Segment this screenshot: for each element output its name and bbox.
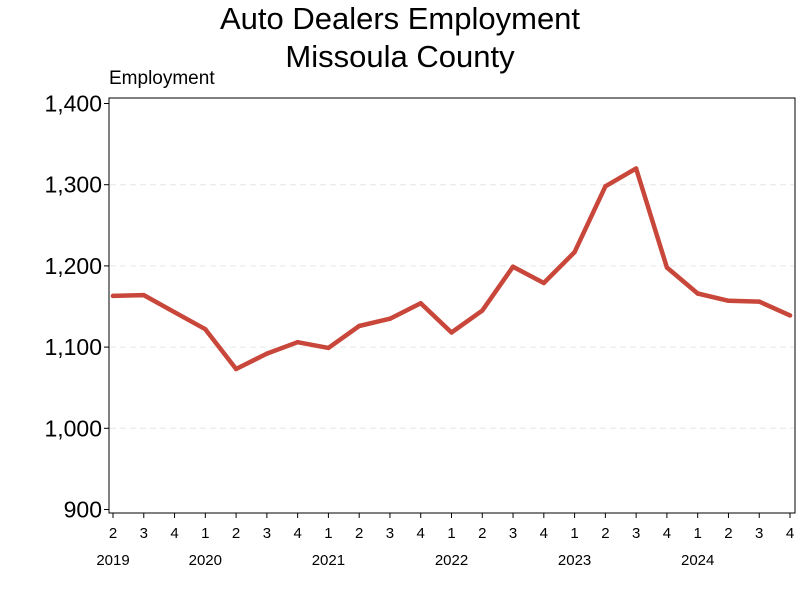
x-tick-label: 3: [509, 525, 517, 542]
x-tick-label: 1: [694, 525, 702, 542]
y-tick-label: 1,000: [44, 415, 102, 441]
axes: [108, 97, 796, 514]
data-point: [726, 298, 731, 304]
data-point: [572, 249, 577, 255]
data-point: [510, 264, 516, 269]
year-labels: 2019 2020 2021 2022 2023 2024: [96, 552, 714, 569]
y-tick-label: 1,100: [44, 334, 102, 360]
series: [110, 166, 793, 372]
gridlines: [110, 184, 794, 429]
data-point: [787, 313, 793, 318]
data-point: [295, 340, 300, 345]
y-tick-label: 1,300: [44, 172, 102, 198]
data-point: [264, 351, 270, 356]
data-point: [141, 292, 146, 298]
x-tick-label: 3: [755, 525, 763, 542]
x-tick-label: 2: [232, 525, 240, 542]
x-tick-label: 3: [632, 525, 640, 542]
x-tick-label: 3: [386, 525, 394, 542]
data-point: [172, 309, 177, 315]
x-tick-label: 2: [478, 525, 486, 542]
y-tick-label: 900: [64, 497, 102, 523]
data-point: [356, 323, 362, 329]
x-tick-label: 1: [447, 525, 455, 542]
year-label: 2019: [96, 552, 129, 569]
y-axis-ticks: 900 1,000 1,100 1,200 1,300 1,400: [44, 91, 109, 523]
data-point: [326, 345, 331, 351]
x-tick-label: 3: [140, 525, 148, 542]
year-label: 2021: [312, 552, 345, 569]
x-tick-label: 1: [570, 525, 578, 542]
data-point: [387, 316, 393, 321]
series-line: [110, 166, 793, 372]
data-point: [203, 327, 208, 332]
x-tick-label: 3: [263, 525, 271, 542]
data-point: [541, 280, 547, 286]
x-tick-label: 4: [786, 525, 794, 542]
data-point: [233, 366, 239, 372]
y-axis-label: Employment: [109, 68, 215, 89]
x-tick-label: 2: [355, 525, 363, 542]
x-tick-label: 4: [663, 525, 671, 542]
x-tick-label: 1: [201, 525, 209, 542]
x-tick-label: 2: [601, 525, 609, 542]
year-label: 2024: [681, 552, 714, 569]
year-label: 2020: [189, 552, 222, 569]
data-point: [110, 293, 116, 299]
x-tick-label: 4: [540, 525, 548, 542]
year-label: 2023: [558, 552, 591, 569]
data-point: [603, 184, 608, 189]
data-point: [695, 291, 700, 296]
x-tick-label: 2: [724, 525, 732, 542]
data-point: [664, 265, 670, 270]
x-tick-label: 2: [109, 525, 117, 542]
x-axis-ticks: 2 3 4 1 2 3 4 1 2 3 4 1 2 3 4 1 2 3 4 1 2 3 4: [109, 513, 794, 542]
y-tick-label: 1,200: [44, 253, 102, 279]
chart-title-line-2: Missoula County: [285, 39, 515, 74]
plot-frame: [108, 97, 796, 514]
x-tick-label: 1: [324, 525, 332, 542]
chart-title-line-1: Auto Dealers Employment: [219, 1, 581, 36]
data-point: [418, 301, 423, 306]
y-tick-label: 1,400: [44, 91, 102, 117]
data-point: [449, 330, 454, 335]
x-tick-label: 4: [293, 525, 301, 542]
x-tick-label: 4: [170, 525, 178, 542]
year-label: 2022: [435, 552, 468, 569]
x-tick-label: 4: [417, 525, 425, 542]
data-point: [633, 166, 639, 171]
data-point: [480, 308, 485, 313]
data-point: [757, 299, 762, 304]
